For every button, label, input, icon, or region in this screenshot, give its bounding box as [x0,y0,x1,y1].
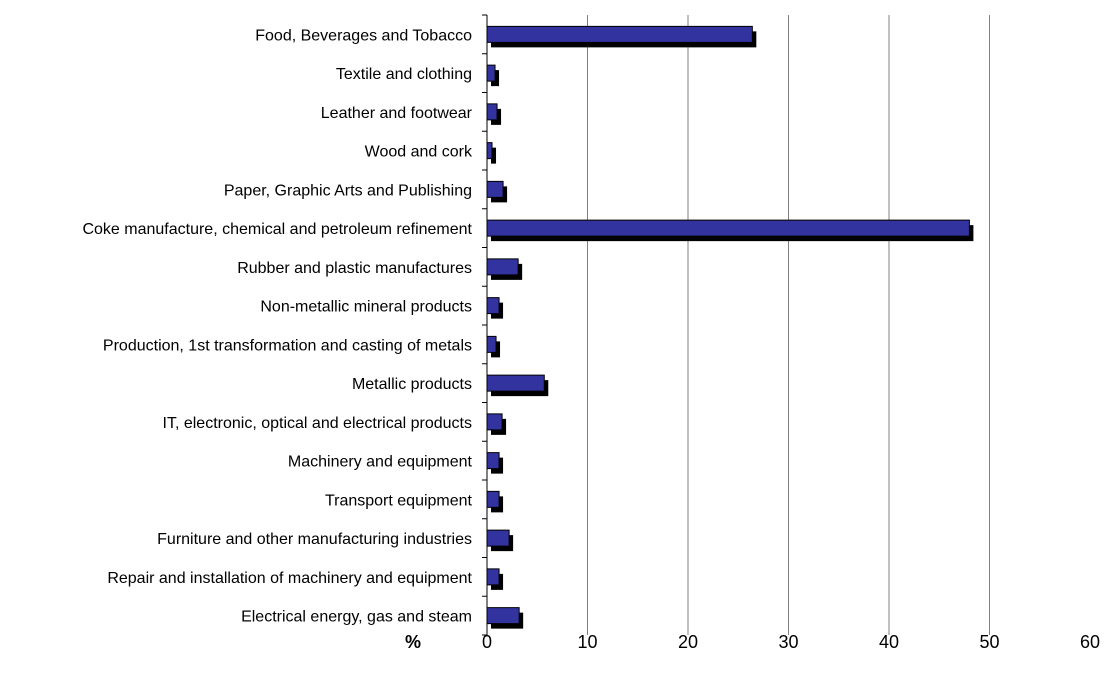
bar [486,568,500,586]
category-label: Paper, Graphic Arts and Publishing [224,182,472,199]
x-tick-label: 10 [577,632,597,652]
category-label: Electrical energy, gas and steam [241,609,472,626]
x-axis-unit-label: % [405,632,421,652]
category-label: Food, Beverages and Tobacco [255,27,472,44]
category-label: Transport equipment [325,492,473,509]
bars [486,25,974,629]
bar [486,490,500,508]
bar [486,25,753,43]
grid-lines [587,15,990,635]
category-label: Metallic products [352,376,472,393]
x-tick-label: 20 [678,632,698,652]
category-label: Leather and footwear [321,105,473,122]
x-tick-label: 40 [879,632,899,652]
bar [486,103,498,121]
category-label: Repair and installation of machinery and… [107,570,472,587]
category-label: Production, 1st transformation and casti… [103,337,472,354]
category-label: Furniture and other manufacturing indust… [157,531,472,548]
bar [486,297,500,315]
x-tick-labels: 0 10 20 30 40 50 60 [482,632,1100,652]
category-label: Wood and cork [365,144,473,161]
y-axis [482,14,488,636]
bar-shadow [491,147,497,164]
bar [486,142,493,160]
bar [486,607,520,625]
category-label: Machinery and equipment [288,454,473,471]
bar [486,180,504,198]
x-tick-label: 50 [979,632,999,652]
category-label: Rubber and plastic manufactures [237,260,472,277]
bar [486,258,519,276]
bar [486,335,497,353]
bar [486,529,510,547]
bar [486,413,503,431]
category-label: Non-metallic mineral products [260,299,472,316]
category-label: Coke manufacture, chemical and petroleum… [82,221,472,238]
category-labels: Food, Beverages and Tobacco Textile and c… [82,27,473,625]
x-tick-label: 0 [482,632,492,652]
bar [486,219,970,237]
bar [486,374,545,392]
x-tick-label: 60 [1080,632,1100,652]
category-label: Textile and clothing [336,66,472,83]
category-label: IT, electronic, optical and electrical p… [163,415,472,432]
bar [486,64,496,82]
bar [486,452,500,470]
x-tick-label: 30 [778,632,798,652]
